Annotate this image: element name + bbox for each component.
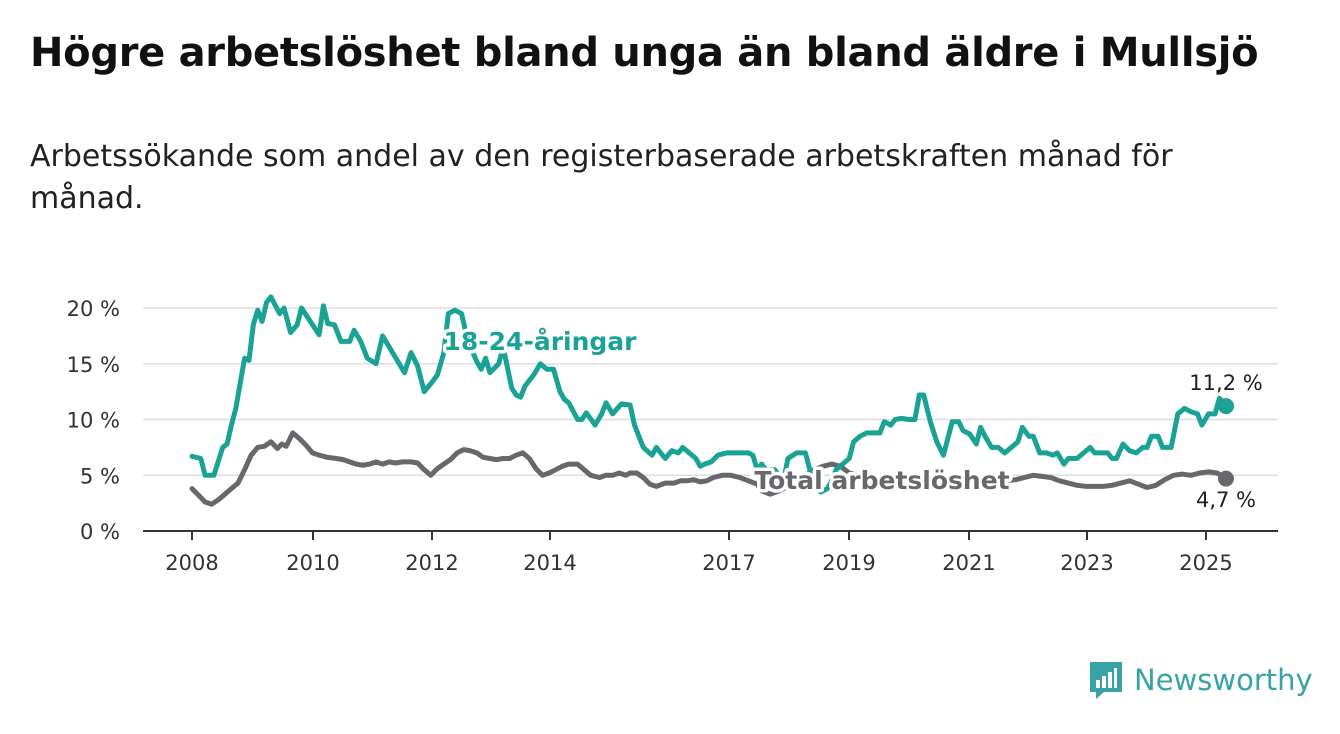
series-label-total: Total arbetslöshet xyxy=(754,466,1009,495)
end-point-youth xyxy=(1218,398,1234,415)
x-tick-label: 2017 xyxy=(702,551,755,575)
gridlines xyxy=(143,307,1278,532)
series-lines xyxy=(189,294,1234,507)
x-tick-label: 2021 xyxy=(942,551,995,575)
series-line-youth xyxy=(189,294,1229,495)
end-value-youth: 11,2 % xyxy=(1189,371,1262,395)
newsworthy-logo: Newsworthy xyxy=(1088,660,1313,700)
x-axis-ticks: 2008 2010 2012 2014 2017 2019 2021 2023 2025 xyxy=(165,531,1233,575)
x-tick-label: 2008 xyxy=(165,551,218,575)
end-value-total: 4,7 % xyxy=(1196,488,1256,512)
y-tick-label: 20 % xyxy=(67,297,120,321)
x-tick-label: 2025 xyxy=(1179,551,1232,575)
y-axis-tick-labels: 0 % 5 % 10 % 15 % 20 % xyxy=(67,297,120,544)
bar-chart-speech-icon xyxy=(1090,662,1122,699)
x-tick-label: 2019 xyxy=(822,551,875,575)
y-tick-label: 10 % xyxy=(67,409,120,433)
end-point-total xyxy=(1218,470,1234,487)
x-tick-label: 2010 xyxy=(286,551,339,575)
y-tick-label: 15 % xyxy=(67,353,120,377)
y-tick-label: 0 % xyxy=(80,520,120,544)
x-tick-label: 2023 xyxy=(1060,551,1113,575)
y-tick-label: 5 % xyxy=(80,464,120,488)
series-label-youth: 18-24-åringar xyxy=(444,327,638,356)
chart-subtitle: Arbetssökande som andel av den registerb… xyxy=(30,139,1173,216)
brand-name: Newsworthy xyxy=(1134,663,1313,697)
series-line-total xyxy=(189,430,1229,507)
series-labels: 18-24-åringar Total arbetslöshet 11,2 % 4,7… xyxy=(440,324,1263,513)
x-tick-label: 2014 xyxy=(523,551,576,575)
x-tick-label: 2012 xyxy=(405,551,458,575)
chart-title: Högre arbetslöshet bland unga än bland ä… xyxy=(30,30,1259,76)
